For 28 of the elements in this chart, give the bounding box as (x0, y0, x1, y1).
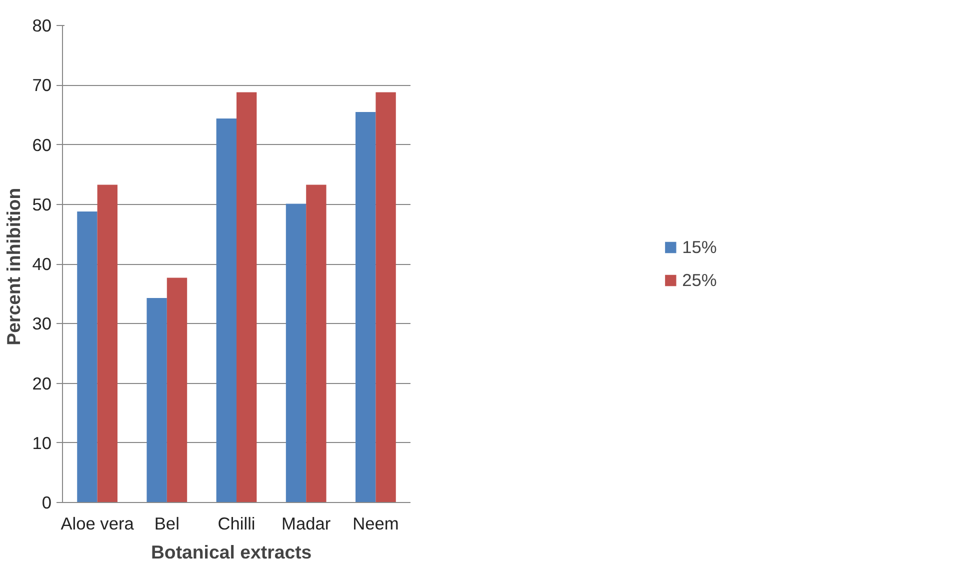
y-tick-label: 40 (32, 254, 52, 274)
y-tick-label: 80 (32, 16, 52, 36)
bar (166, 278, 188, 502)
legend-label: 15% (682, 236, 717, 258)
x-tick-label: Madar (282, 514, 331, 534)
bar (376, 92, 396, 502)
bar (146, 298, 167, 502)
legend-label: 25% (682, 270, 717, 290)
y-tick-label: 70 (32, 75, 52, 96)
x-tick-label: Bel (154, 514, 180, 534)
y-tick-label: 30 (32, 314, 52, 334)
bar (356, 112, 376, 502)
bar (306, 184, 326, 502)
bar (236, 92, 257, 502)
bar (216, 118, 236, 502)
x-tick-label: Aloe vera (60, 514, 134, 534)
x-tick-label: Neem (352, 514, 399, 534)
bar (286, 204, 306, 502)
y-tick-label: 20 (32, 373, 52, 394)
y-tick-label: 0 (42, 492, 52, 512)
y-tick-label: 60 (32, 134, 52, 155)
y-tick-label: 50 (32, 194, 52, 214)
y-tick-label: 10 (32, 432, 52, 453)
bar (77, 212, 98, 502)
x-axis-title: Botanical extracts (150, 542, 312, 562)
x-tick-label: Chilli (218, 514, 256, 534)
bar (97, 184, 118, 502)
y-axis-title: Percent inhibition (3, 188, 24, 346)
